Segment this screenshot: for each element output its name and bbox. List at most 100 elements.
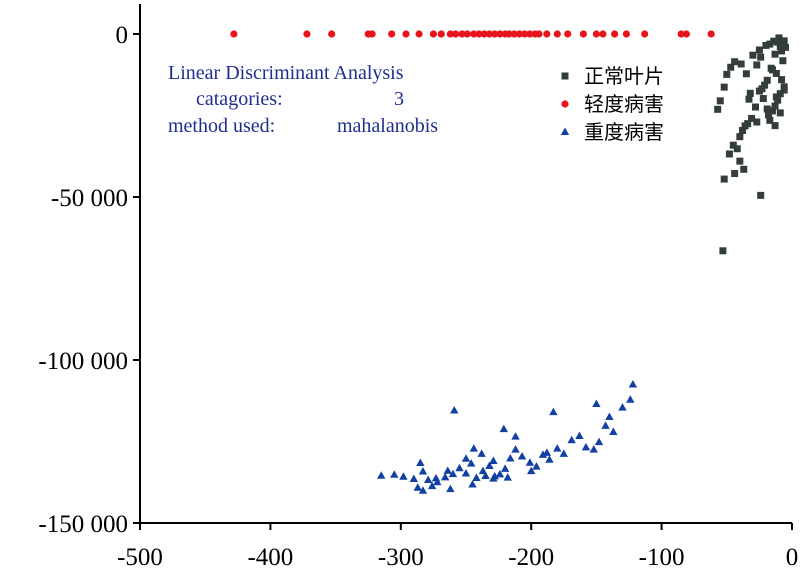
data-point-square	[733, 145, 741, 153]
data-point-circle	[496, 30, 504, 38]
data-point-triangle	[390, 470, 399, 478]
data-point-circle	[677, 30, 685, 38]
data-point-square	[761, 81, 769, 89]
legend-label: 重度病害	[584, 120, 664, 144]
data-point-triangle	[628, 379, 638, 388]
data-point-square	[780, 86, 788, 94]
data-point-circle	[611, 30, 619, 38]
data-point-triangle	[559, 449, 568, 457]
x-tick-label: -200	[508, 544, 554, 571]
data-point-circle	[475, 30, 483, 38]
data-point-square	[737, 60, 745, 68]
data-point-circle	[328, 30, 336, 38]
data-point-circle	[521, 30, 529, 38]
data-point-triangle	[446, 484, 455, 493]
y-tick-label: -50 000	[51, 185, 128, 212]
y-tick-label: -150 000	[38, 511, 128, 538]
data-point-square	[719, 247, 727, 255]
data-point-square	[738, 126, 746, 134]
data-point-square	[748, 114, 756, 122]
annotation-categories-value: 3	[394, 88, 404, 110]
data-point-triangle	[506, 453, 515, 462]
data-point-circle	[303, 30, 311, 38]
data-point-circle	[480, 30, 488, 38]
data-points	[230, 30, 789, 494]
data-point-triangle	[553, 444, 562, 452]
data-point-triangle	[431, 473, 441, 482]
data-point-square	[763, 105, 771, 113]
annotation-title: Linear Discriminant Analysis	[168, 62, 404, 84]
data-point-triangle	[433, 477, 442, 486]
data-point-triangle	[525, 458, 535, 466]
data-point-triangle	[481, 471, 490, 480]
data-point-triangle	[443, 466, 452, 474]
data-point-circle	[451, 30, 460, 38]
data-point-square	[768, 66, 776, 74]
data-point-circle	[230, 30, 238, 38]
data-point-square	[770, 37, 778, 45]
data-point-square	[745, 95, 753, 103]
data-point-square	[746, 89, 754, 97]
data-point-triangle	[495, 469, 505, 478]
data-point-square	[768, 107, 776, 115]
data-point-circle	[707, 30, 715, 38]
axes	[139, 4, 792, 524]
data-point-circle	[446, 30, 454, 38]
data-point-circle	[429, 30, 437, 38]
data-point-square	[720, 175, 728, 183]
data-point-circle	[402, 30, 410, 38]
data-point-triangle	[461, 454, 471, 462]
data-point-square	[729, 141, 737, 149]
data-point-triangle	[477, 449, 486, 457]
series-triangle	[377, 379, 638, 494]
data-point-circle	[458, 30, 466, 38]
data-point-circle	[437, 30, 445, 38]
data-point-square	[725, 150, 733, 158]
data-point-square	[779, 57, 787, 65]
annotation-categories-label: catagories:	[196, 88, 283, 110]
data-point-triangle	[517, 451, 527, 460]
data-point-square	[759, 95, 767, 103]
data-point-circle	[510, 30, 518, 38]
y-tick-label: 0	[116, 22, 129, 49]
x-tick-label: -100	[639, 544, 685, 571]
annotation-box: Linear Discriminant Analysis catagories:…	[168, 62, 438, 137]
tick-group: -500 -400 -300 -200 -100 0 0 -50 000 -100 000 -15…	[38, 22, 798, 571]
data-point-triangle	[472, 473, 481, 482]
data-point-triangle	[605, 412, 614, 421]
data-point-triangle	[532, 462, 541, 470]
data-point-square	[772, 69, 780, 77]
data-point-triangle	[448, 469, 458, 478]
data-point-triangle	[461, 468, 471, 477]
data-point-triangle	[490, 471, 499, 480]
data-point-square	[778, 47, 786, 55]
data-point-square	[731, 170, 739, 178]
data-point-triangle	[594, 437, 604, 446]
data-point-circle	[463, 30, 471, 38]
legend-label: 轻度病害	[584, 92, 664, 116]
data-point-triangle	[427, 481, 437, 490]
data-point-circle	[622, 30, 630, 38]
data-point-square	[749, 51, 757, 59]
data-point-square	[716, 97, 724, 105]
series-circle	[230, 30, 715, 38]
data-point-square	[755, 46, 763, 54]
data-point-triangle	[455, 463, 464, 472]
data-point-circle	[592, 30, 601, 38]
data-point-square	[763, 76, 771, 84]
data-point-square	[753, 118, 761, 126]
data-point-triangle	[511, 432, 520, 440]
data-point-triangle	[499, 424, 509, 433]
data-point-circle	[388, 30, 396, 38]
data-point-square	[751, 103, 759, 111]
data-point-circle	[491, 30, 499, 38]
data-point-circle	[564, 30, 572, 38]
data-point-triangle	[538, 450, 548, 458]
data-point-square	[741, 122, 749, 130]
data-point-square	[774, 38, 782, 46]
data-point-triangle	[423, 475, 433, 483]
data-point-square	[766, 40, 774, 48]
data-point-square	[771, 122, 779, 130]
